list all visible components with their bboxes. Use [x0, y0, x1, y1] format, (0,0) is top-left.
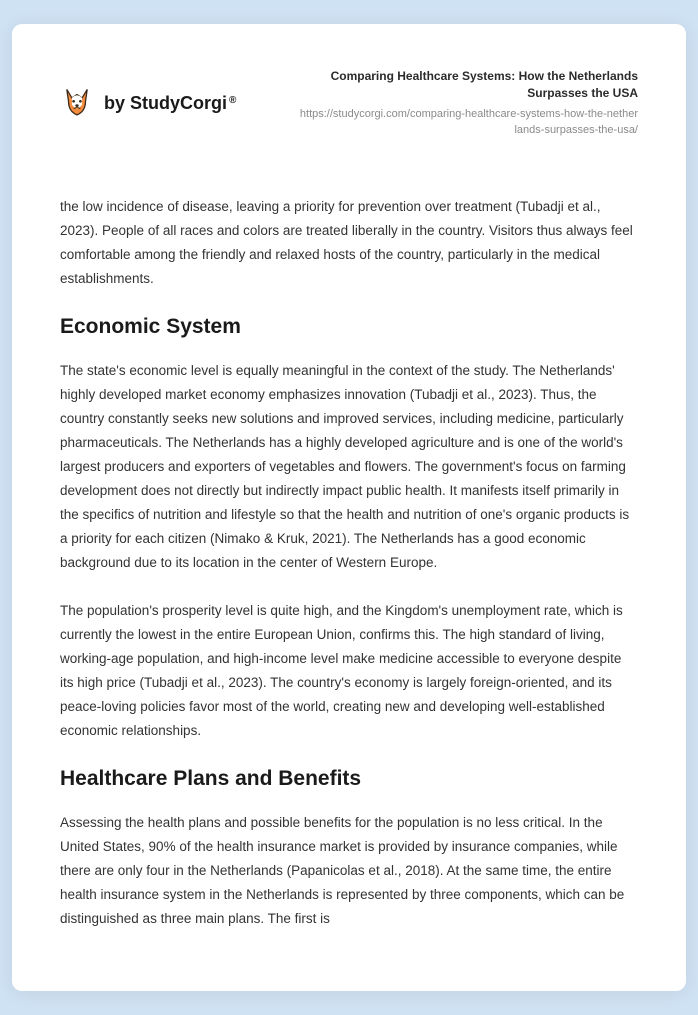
section-heading-healthcare: Healthcare Plans and Benefits — [60, 767, 638, 791]
document-url: https://studycorgi.com/comparing-healthc… — [298, 107, 638, 139]
document-page: by StudyCorgi ® Comparing Healthcare Sys… — [12, 24, 686, 991]
document-meta: Comparing Healthcare Systems: How the Ne… — [298, 68, 638, 139]
paragraph: The state's economic level is equally me… — [60, 359, 638, 575]
paragraph: The population's prosperity level is qui… — [60, 599, 638, 743]
section-heading-economic: Economic System — [60, 315, 638, 339]
paragraph: the low incidence of disease, leaving a … — [60, 195, 638, 291]
corgi-logo-icon — [60, 86, 94, 120]
brand-text: by StudyCorgi — [104, 93, 227, 114]
document-body: the low incidence of disease, leaving a … — [60, 195, 638, 931]
brand: by StudyCorgi ® — [60, 86, 236, 120]
document-title: Comparing Healthcare Systems: How the Ne… — [298, 68, 638, 103]
paragraph: Assessing the health plans and possible … — [60, 811, 638, 931]
registered-mark: ® — [229, 95, 236, 106]
page-header: by StudyCorgi ® Comparing Healthcare Sys… — [60, 68, 638, 139]
brand-label: by StudyCorgi ® — [104, 93, 236, 114]
